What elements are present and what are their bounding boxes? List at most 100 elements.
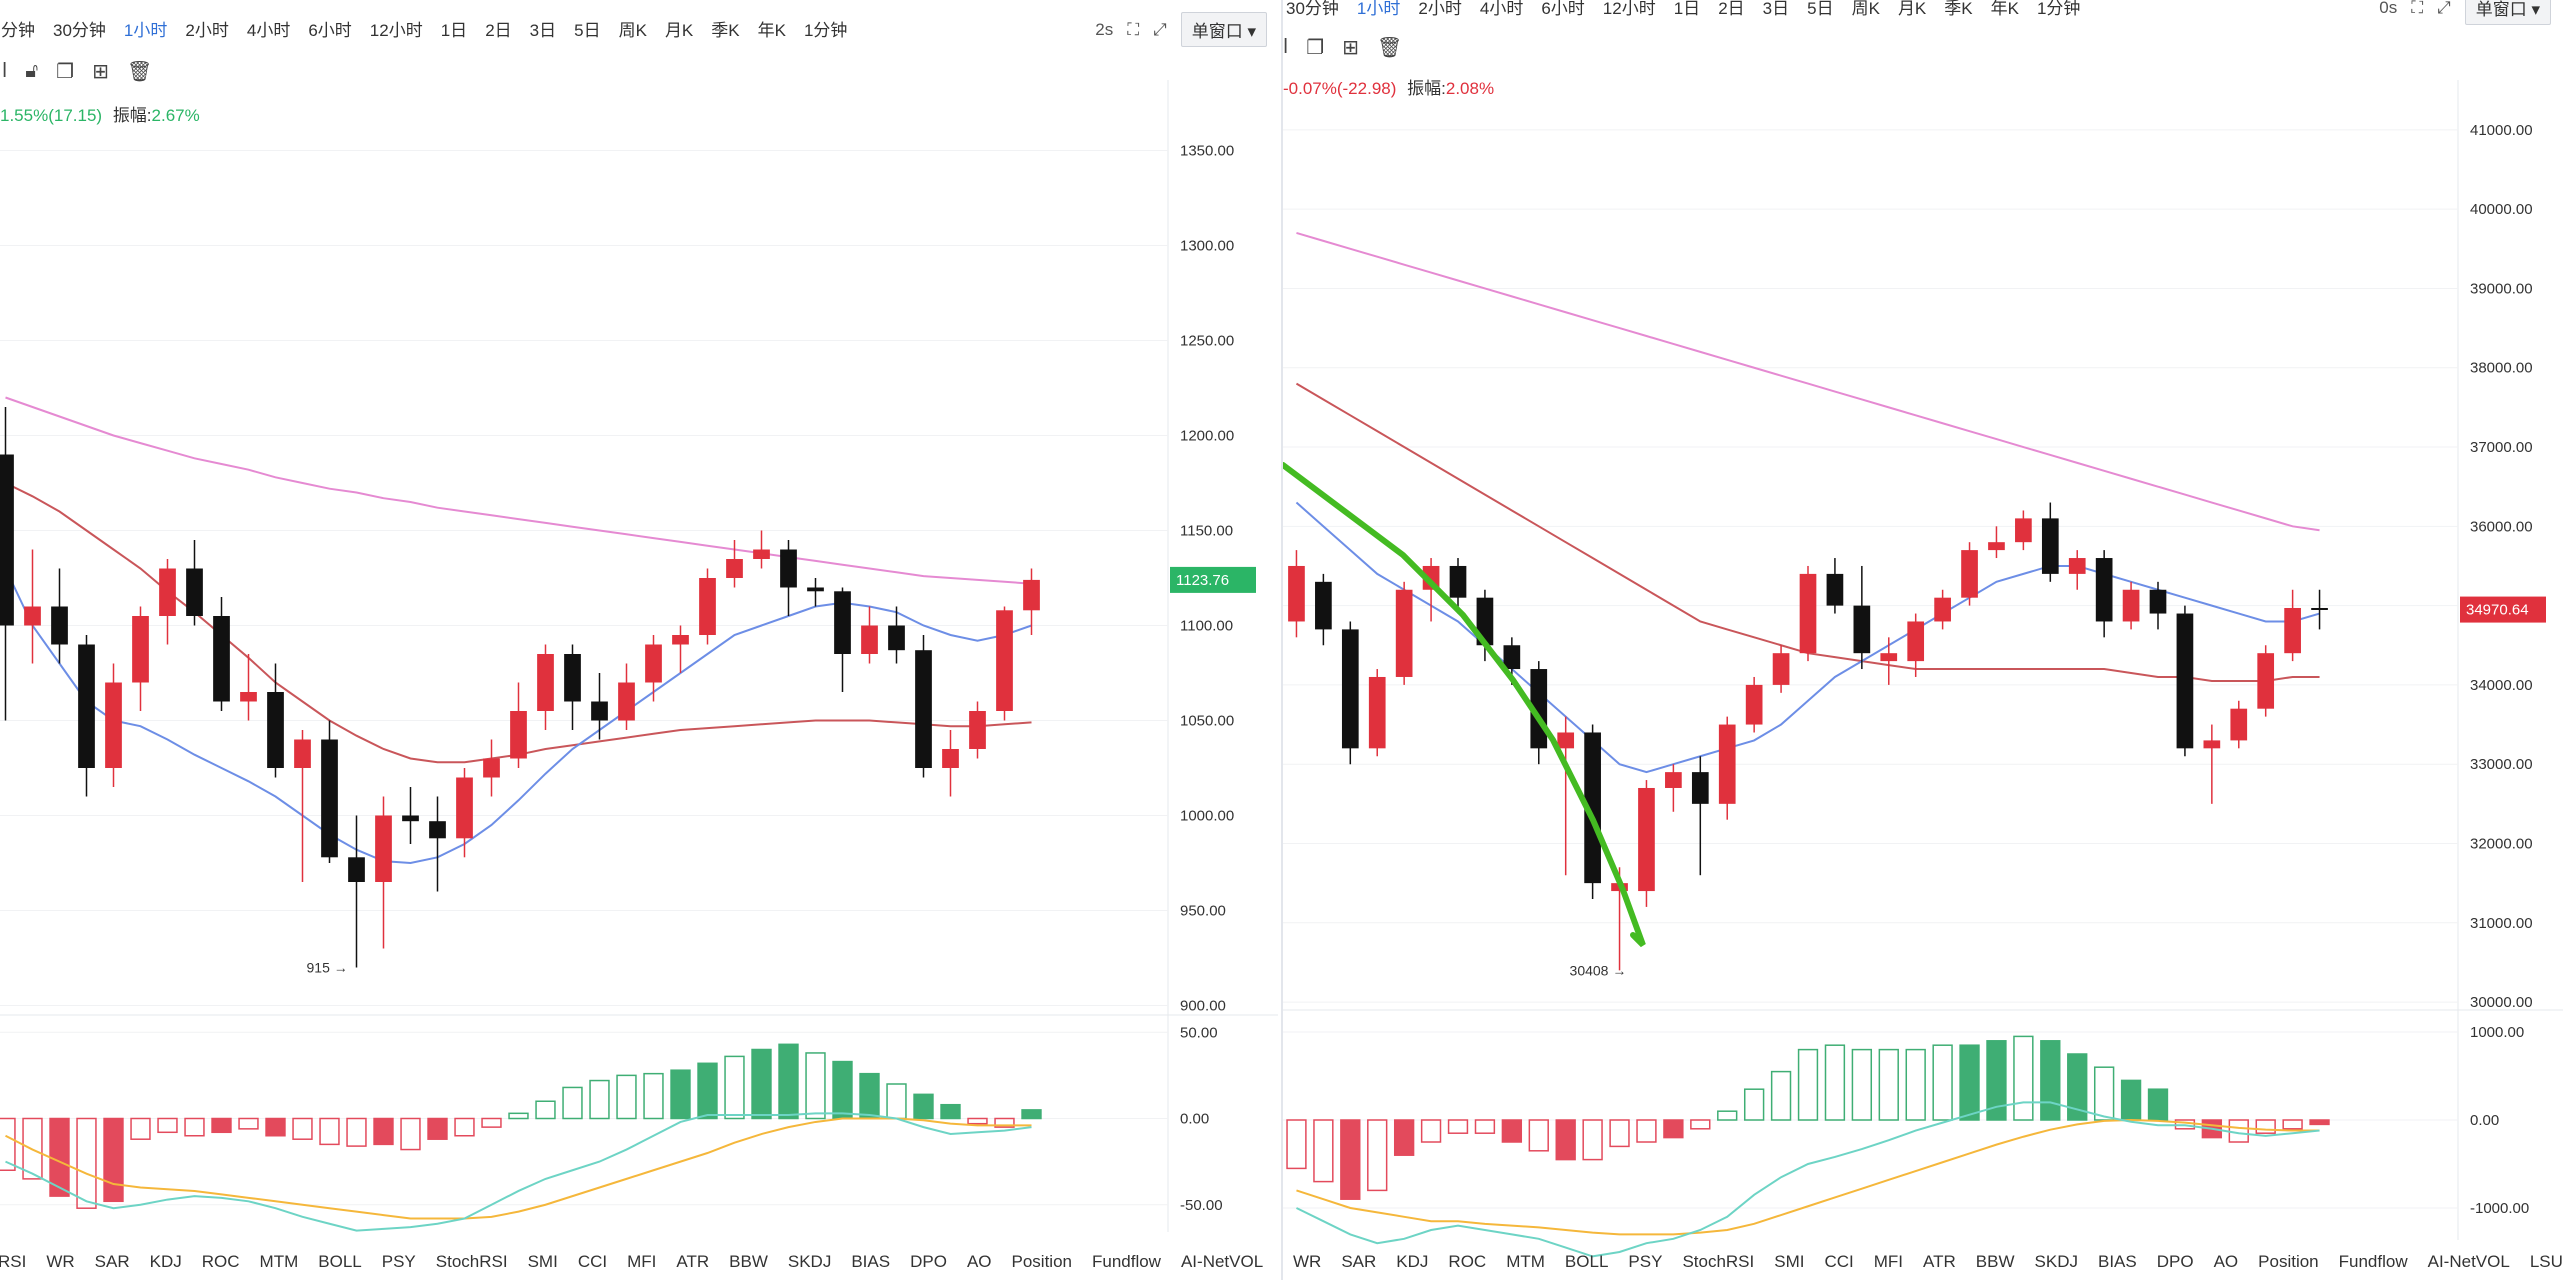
timeframe-13[interactable]: 季K xyxy=(711,20,740,40)
indicator-tab-13[interactable]: BBW xyxy=(729,1252,768,1271)
candlestick-chart-left[interactable]: 1350.00 1300.00 1250.00 1200.00 1150.00 1100.… xyxy=(0,0,1281,1280)
indicator-tab-19[interactable]: Fundflow xyxy=(1091,1252,1161,1271)
cursor-icon[interactable]: ǀ xyxy=(1283,35,1289,58)
window-mode-select[interactable]: 单窗口 ▾ xyxy=(1180,12,1267,47)
delete-icon[interactable]: 🗑︎ xyxy=(126,60,153,83)
indicator-tab-12[interactable]: ATR xyxy=(676,1252,710,1271)
indicator-tab-18[interactable]: Position xyxy=(1011,1252,1072,1271)
indicator-tab-8[interactable]: SMI xyxy=(1774,1252,1805,1271)
timeframe-6[interactable]: 1日 xyxy=(1673,0,1701,18)
timeframe-15[interactable]: 1分钟 xyxy=(803,20,848,40)
indicator-tab-21[interactable]: LSUR xyxy=(1273,1252,1281,1272)
indicator-tab-9[interactable]: CCI xyxy=(1824,1252,1854,1271)
timeframe-5[interactable]: 6小时 xyxy=(308,20,352,40)
indicator-tab-8[interactable]: StochRSI xyxy=(435,1252,508,1271)
indicator-tab-14[interactable]: SKDJ xyxy=(787,1252,832,1271)
indicator-tab-14[interactable]: BIAS xyxy=(2098,1252,2137,1271)
timeframe-2[interactable]: 2小时 xyxy=(1418,0,1462,18)
timeframe-0[interactable]: 30分钟 xyxy=(1286,0,1339,18)
timeframe-4[interactable]: 6小时 xyxy=(1541,0,1585,18)
indicator-tab-0[interactable]: RSI xyxy=(0,1252,27,1271)
timeframe-14[interactable]: 年K xyxy=(757,20,786,40)
indicator-tab-1[interactable]: WR xyxy=(46,1252,75,1271)
indicator-tab-15[interactable]: DPO xyxy=(2156,1252,2194,1271)
indicator-tab-11[interactable]: MFI xyxy=(627,1252,657,1271)
indicator-tab-13[interactable]: SKDJ xyxy=(2034,1252,2078,1271)
timeframe-8[interactable]: 2日 xyxy=(485,20,512,40)
indicator-tab-10[interactable]: MFI xyxy=(1873,1252,1904,1271)
indicator-tab-7[interactable]: StochRSI xyxy=(1682,1252,1755,1271)
timeframe-14[interactable]: 1分钟 xyxy=(2036,0,2081,18)
indicator-tab-10[interactable]: CCI xyxy=(577,1252,608,1271)
timeframe-11[interactable]: 月K xyxy=(1897,0,1927,18)
popout-icon[interactable]: ⤢ xyxy=(2437,0,2451,17)
timeframe-7[interactable]: 2日 xyxy=(1718,0,1745,18)
timeframe-12[interactable]: 月K xyxy=(664,20,694,40)
candlestick-chart-right[interactable]: 41000.00 40000.00 39000.00 38000.00 37000.00… xyxy=(1283,0,2563,1280)
popout-icon[interactable]: ⤢ xyxy=(1153,19,1167,39)
timeframe-0[interactable]: 分钟 xyxy=(1,20,35,40)
indicator-tab-20[interactable]: AI-NetVOL xyxy=(1180,1252,1264,1271)
candle xyxy=(969,701,986,759)
timeframe-1[interactable]: 1小时 xyxy=(1356,0,1401,18)
timeframe-13[interactable]: 年K xyxy=(1990,0,2019,18)
indicator-tab-6[interactable]: BOLL xyxy=(318,1252,362,1271)
timeframe-12[interactable]: 季K xyxy=(1944,0,1973,18)
timeframe-11[interactable]: 周K xyxy=(618,20,647,40)
indicator-tab-5[interactable]: MTM xyxy=(259,1252,299,1271)
indicator-tab-7[interactable]: PSY xyxy=(381,1252,416,1271)
timeframe-1[interactable]: 30分钟 xyxy=(53,20,106,40)
indicator-tab-20[interactable]: LSUR xyxy=(2529,1252,2563,1271)
indicator-tab-4[interactable]: ROC xyxy=(201,1252,240,1271)
refresh-interval[interactable]: 0s xyxy=(2379,0,2398,17)
indicator-tab-16[interactable]: AO xyxy=(2213,1252,2239,1271)
indicator-tab-5[interactable]: BOLL xyxy=(1564,1252,1609,1271)
timeframe-5[interactable]: 12小时 xyxy=(1602,0,1656,18)
timeframe-9[interactable]: 3日 xyxy=(529,20,557,40)
indicator-tab-9[interactable]: SMI xyxy=(527,1252,558,1271)
indicator-tab-11[interactable]: ATR xyxy=(1923,1252,1956,1271)
timeframe-4[interactable]: 4小时 xyxy=(246,20,291,40)
fullscreen-icon[interactable]: ⛶ xyxy=(2411,0,2424,17)
indicator-tab-4[interactable]: MTM xyxy=(1506,1252,1545,1271)
screenshot-icon[interactable]: ⊞ xyxy=(92,60,109,83)
chart-panel-left[interactable]: 分钟 30分钟 1小时 2小时 4小时 6小时 12小时 1日 2日 3日 5日 周K 月K 季K 年K 1分… xyxy=(0,0,1281,1280)
timeframe-3[interactable]: 4小时 xyxy=(1479,0,1524,18)
timeframe-9[interactable]: 5日 xyxy=(1807,0,1834,18)
timeframe-10[interactable]: 周K xyxy=(1851,0,1880,18)
timeframe-7[interactable]: 1日 xyxy=(440,20,468,40)
indicator-tab-2[interactable]: KDJ xyxy=(1396,1252,1429,1271)
indicator-tab-16[interactable]: DPO xyxy=(910,1252,947,1271)
screenshot-icon[interactable]: ⊞ xyxy=(1342,36,1359,59)
copy-icon[interactable]: ❐ xyxy=(1306,36,1325,59)
copy-icon[interactable]: ❐ xyxy=(56,60,75,83)
indicator-tab-18[interactable]: Fundflow xyxy=(2338,1252,2408,1271)
fullscreen-icon[interactable]: ⛶ xyxy=(1127,19,1140,39)
indicator-tab-0[interactable]: WR xyxy=(1293,1252,1322,1271)
timeframe-10[interactable]: 5日 xyxy=(574,20,601,40)
indicator-tab-17[interactable]: AO xyxy=(966,1252,992,1271)
timeframe-8[interactable]: 3日 xyxy=(1762,0,1790,18)
indicator-tab-3[interactable]: ROC xyxy=(1448,1252,1487,1271)
cursor-icon[interactable]: ǀ xyxy=(2,59,8,82)
indicator-tab-17[interactable]: Position xyxy=(2258,1252,2319,1271)
timeframe-3[interactable]: 2小时 xyxy=(185,20,229,40)
lock-icon[interactable]: 🔓︎ xyxy=(25,59,39,82)
macd-histogram-bar xyxy=(913,1093,934,1120)
candle xyxy=(267,663,284,778)
panel-divider[interactable] xyxy=(1281,0,1283,1280)
window-mode-select[interactable]: 单窗口 ▾ xyxy=(2464,0,2551,25)
indicator-tab-15[interactable]: BIAS xyxy=(851,1252,891,1271)
indicator-tab-3[interactable]: KDJ xyxy=(149,1252,182,1271)
delete-icon[interactable]: 🗑︎ xyxy=(1376,36,1403,59)
indicator-tab-1[interactable]: SAR xyxy=(1341,1252,1377,1271)
refresh-interval[interactable]: 2s xyxy=(1095,19,1114,39)
indicator-tab-12[interactable]: BBW xyxy=(1975,1252,2015,1271)
timeframe-2[interactable]: 1小时 xyxy=(123,20,168,40)
chart-panel-right[interactable]: 30分钟 1小时 2小时 4小时 6小时 12小时 1日 2日 3日 5日 周K 月K 季K 年K 1分钟 … xyxy=(1283,0,2563,1280)
y-tick-label: 30000.00 xyxy=(2470,994,2533,1011)
indicator-tab-19[interactable]: AI-NetVOL xyxy=(2427,1252,2510,1271)
indicator-tab-6[interactable]: PSY xyxy=(1628,1252,1663,1271)
indicator-tab-2[interactable]: SAR xyxy=(94,1252,130,1271)
timeframe-6[interactable]: 12小时 xyxy=(369,20,423,40)
